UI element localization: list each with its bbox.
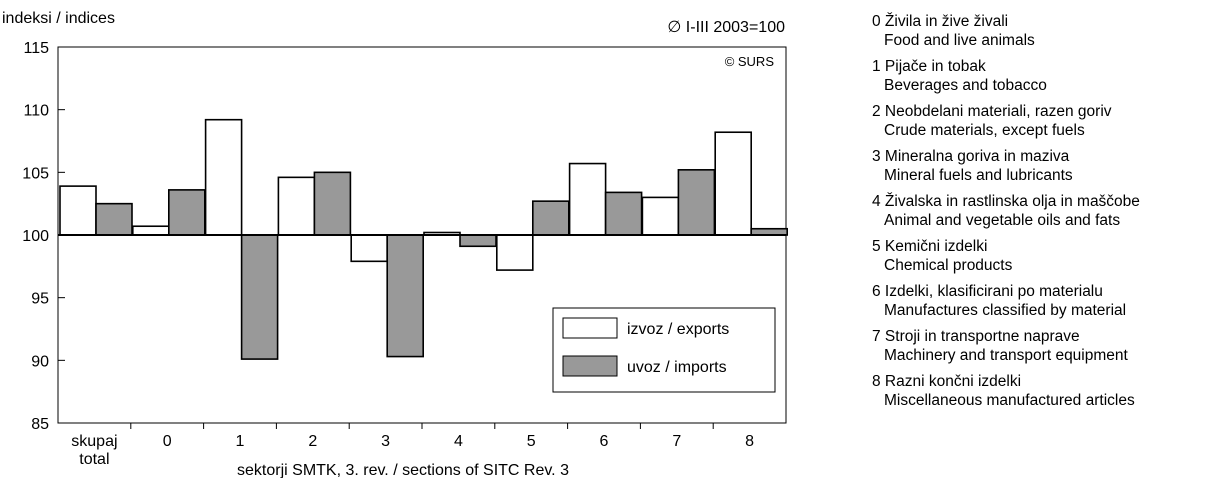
section-item-6: 6 Izdelki, klasificirani po materialu Man… — [872, 282, 1222, 320]
x-axis-label: sektorji SMTK, 3. rev. / sections of SIT… — [237, 462, 569, 478]
bar-imports — [604, 191, 643, 236]
copyright-note: © SURS — [725, 54, 775, 69]
bar-imports — [386, 234, 425, 358]
y-tick-label: 110 — [23, 103, 49, 120]
bar-imports — [459, 234, 497, 248]
y-tick-label: 105 — [22, 165, 49, 182]
y-axis-label: indeksi / indices — [2, 10, 115, 27]
y-tick-label: 95 — [31, 291, 49, 308]
section-item-1: 1 Pijače in tobak Beverages and tobacco — [872, 57, 1222, 95]
bar-imports — [313, 171, 352, 236]
sections-legend: 0 Živila in žive živali Food and live ani… — [872, 12, 1222, 417]
x-tick-label: 6 — [600, 433, 609, 450]
section-label-si: 1 Pijače in tobak — [872, 58, 986, 75]
bar-exports — [641, 196, 680, 236]
y-tick-label: 115 — [23, 40, 49, 57]
bar-imports — [531, 200, 570, 236]
x-tick-label: 0 — [163, 433, 172, 450]
section-label-en: Beverages and tobacco — [884, 77, 1047, 94]
x-tick-label: 8 — [745, 433, 754, 450]
bar-exports — [277, 176, 316, 236]
bar-imports — [95, 202, 133, 236]
section-label-en: Manufactures classified by material — [884, 302, 1127, 319]
y-axis-ticks: 85 90 95 100 105 110 115 — [22, 40, 65, 433]
x-tick-label: 4 — [454, 433, 463, 450]
y-tick-label: 90 — [31, 353, 49, 370]
section-label-si: 5 Kemični izdelki — [872, 238, 988, 255]
bar-exports — [59, 185, 97, 236]
bar-imports — [168, 189, 206, 236]
x-tick-label: skupaj — [71, 433, 117, 450]
section-label-en: Machinery and transport equipment — [884, 347, 1128, 364]
section-label-si: 8 Razni končni izdelki — [872, 373, 1022, 390]
section-label-si: 4 Živalska in rastlinska olja in maščobe — [872, 193, 1140, 210]
section-item-0: 0 Živila in žive živali Food and live ani… — [872, 12, 1222, 50]
bar-exports — [714, 131, 753, 236]
legend-swatch-imports — [562, 355, 618, 377]
section-label-en: Food and live animals — [884, 32, 1035, 49]
bar-imports — [240, 234, 279, 360]
legend-label-imports: uvoz / imports — [627, 359, 727, 376]
bar-exports — [204, 118, 243, 236]
section-label-en: Crude materials, except fuels — [884, 122, 1085, 139]
section-label-si: 6 Izdelki, klasificirani po materialu — [872, 283, 1103, 300]
legend-swatch-exports — [562, 317, 618, 339]
x-tick-label: total — [79, 451, 109, 468]
y-tick-label: 100 — [22, 228, 49, 245]
bar-exports — [132, 225, 170, 236]
x-tick-label: 5 — [527, 433, 536, 450]
section-label-si: 7 Stroji in transportne naprave — [872, 328, 1080, 345]
section-item-3: 3 Mineralna goriva in maziva Mineral fuel… — [872, 147, 1222, 185]
bar-exports — [568, 162, 607, 236]
y-tick-label: 85 — [31, 416, 49, 433]
bar-imports — [677, 169, 716, 236]
section-label-si: 2 Neobdelani materiali, razen goriv — [872, 103, 1112, 120]
bar-chart: indeksi / indices ∅ I-III 2003=100 © SUR… — [2, 10, 789, 478]
section-label-en: Animal and vegetable oils and fats — [884, 212, 1121, 229]
x-tick-label: 7 — [672, 433, 681, 450]
section-label-si: 0 Živila in žive živali — [872, 13, 1009, 30]
section-item-8: 8 Razni končni izdelki Miscellaneous manu… — [872, 372, 1222, 410]
section-item-4: 4 Živalska in rastlinska olja in maščobe… — [872, 192, 1222, 230]
base-period-note: ∅ I-III 2003=100 — [667, 19, 785, 36]
section-label-si: 3 Mineralna goriva in maziva — [872, 148, 1070, 165]
x-tick-label: 2 — [308, 433, 317, 450]
legend-label-exports: izvoz / exports — [627, 321, 729, 338]
bar-exports — [495, 234, 534, 271]
section-item-7: 7 Stroji in transportne naprave Machinery… — [872, 327, 1222, 365]
section-label-en: Miscellaneous manufactured articles — [884, 392, 1135, 409]
x-tick-label: 3 — [381, 433, 390, 450]
section-item-5: 5 Kemični izdelki Chemical products — [872, 237, 1222, 275]
section-label-en: Chemical products — [884, 257, 1013, 274]
section-item-2: 2 Neobdelani materiali, razen goriv Crude… — [872, 102, 1222, 140]
section-label-en: Mineral fuels and lubricants — [884, 167, 1073, 184]
bar-exports — [350, 234, 389, 263]
legend: izvoz / exports uvoz / imports — [552, 307, 776, 393]
x-tick-label: 1 — [236, 433, 245, 450]
